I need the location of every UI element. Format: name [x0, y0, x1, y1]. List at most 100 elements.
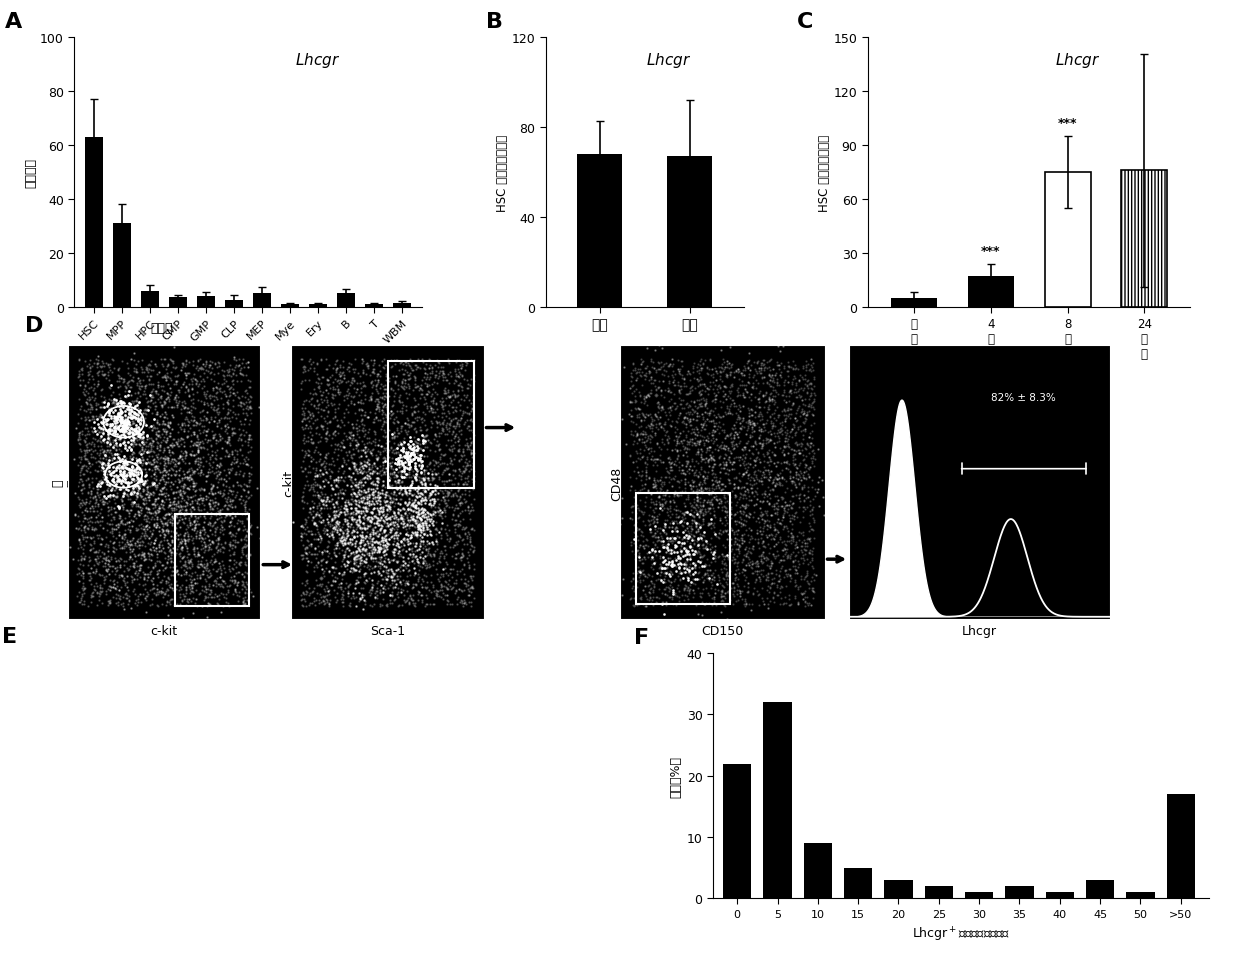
Point [100, 478, 120, 493]
Point [787, 554, 807, 569]
Point [689, 384, 709, 400]
Point [223, 367, 243, 382]
Point [735, 442, 755, 457]
Text: $\it{Lhcgr}$: $\it{Lhcgr}$ [646, 51, 691, 70]
Point [653, 498, 673, 513]
Point [806, 568, 826, 583]
Point [202, 364, 222, 380]
Point [236, 522, 255, 537]
Point [350, 544, 370, 559]
Point [759, 455, 779, 470]
Point [107, 397, 126, 412]
Point [110, 455, 130, 470]
Point [337, 521, 357, 536]
Point [377, 448, 397, 463]
Point [675, 476, 694, 491]
Point [205, 356, 224, 371]
Point [162, 513, 182, 529]
Point [451, 360, 471, 376]
Point [98, 434, 118, 450]
Point [360, 368, 379, 383]
Point [301, 431, 321, 447]
Point [763, 368, 782, 383]
Point [641, 416, 661, 431]
Point [672, 433, 692, 449]
Point [759, 359, 779, 375]
Point [88, 354, 108, 369]
Point [445, 389, 465, 405]
Point [184, 418, 203, 433]
Point [405, 599, 425, 614]
Point [337, 554, 357, 570]
Point [456, 437, 476, 453]
Point [646, 526, 666, 541]
Point [340, 379, 360, 394]
Point [725, 364, 745, 380]
Point [636, 472, 656, 487]
Bar [169, 298, 187, 308]
Point [122, 552, 141, 567]
Point [346, 493, 366, 508]
Point [119, 552, 139, 567]
Point [753, 533, 773, 549]
Point [734, 440, 754, 456]
Point [749, 431, 769, 446]
Point [365, 543, 384, 558]
Point [126, 424, 146, 439]
Point [409, 453, 429, 468]
Point [376, 386, 396, 402]
Point [156, 392, 176, 407]
Point [773, 543, 792, 558]
Point [709, 474, 729, 489]
Point [89, 448, 109, 463]
Point [756, 394, 776, 409]
Point [373, 538, 393, 554]
Point [136, 514, 156, 530]
Point [383, 398, 403, 413]
Point [329, 386, 348, 402]
Point [775, 537, 795, 553]
Point [154, 455, 174, 470]
Point [463, 579, 482, 595]
Point [366, 391, 386, 407]
Point [211, 421, 231, 436]
Point [761, 416, 781, 431]
Point [636, 360, 656, 376]
Point [135, 469, 155, 484]
Point [154, 569, 174, 584]
Point [299, 404, 319, 419]
Point [360, 445, 379, 460]
Point [177, 489, 197, 505]
Point [675, 505, 694, 520]
Point [765, 388, 785, 404]
Point [708, 443, 728, 458]
Point [748, 415, 768, 431]
Point [435, 496, 455, 511]
Point [711, 590, 730, 605]
Point [402, 507, 422, 523]
Point [301, 435, 321, 451]
Point [376, 559, 396, 575]
Point [138, 567, 157, 582]
Point [92, 382, 112, 397]
Point [99, 405, 119, 420]
Point [711, 512, 730, 528]
Point [677, 520, 697, 535]
Point [651, 564, 671, 579]
Point [157, 453, 177, 468]
Point [464, 543, 484, 558]
Point [126, 473, 146, 488]
Point [241, 547, 260, 562]
Point [766, 471, 786, 486]
Point [312, 487, 332, 503]
Point [309, 488, 329, 504]
Point [340, 438, 360, 454]
Point [800, 554, 820, 570]
Point [765, 368, 785, 383]
Point [692, 502, 712, 517]
Point [635, 538, 655, 554]
Point [711, 381, 730, 396]
Point [429, 504, 449, 519]
Point [397, 385, 417, 401]
Point [97, 413, 117, 429]
